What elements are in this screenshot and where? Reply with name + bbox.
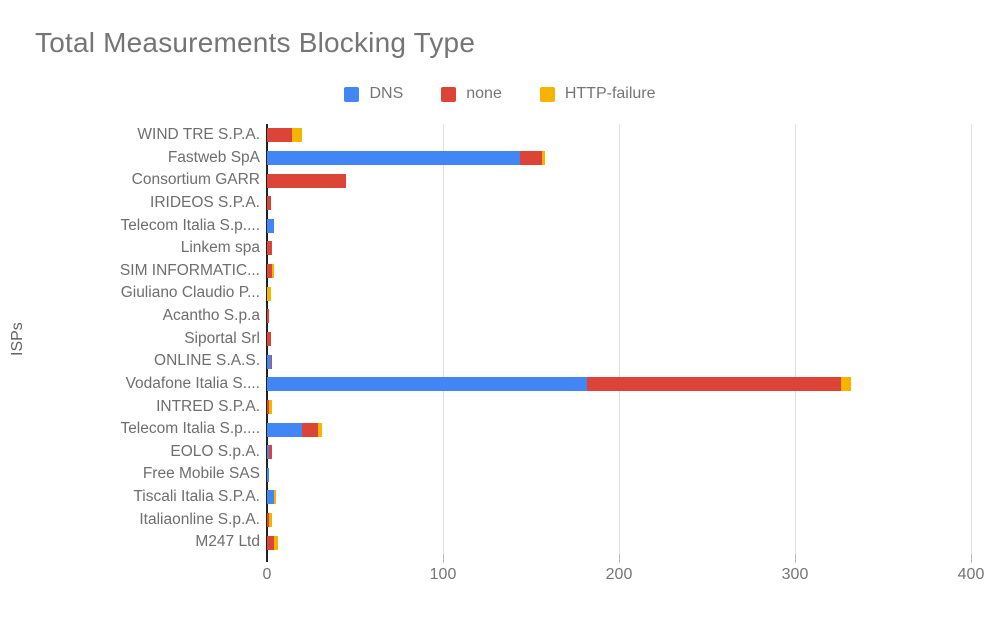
bar-segment-dns [267, 218, 275, 233]
category-label: Telecom Italia S.p.... [120, 420, 260, 438]
bar-segment-none [267, 128, 292, 143]
category-label: Vodafone Italia S.... [125, 374, 260, 392]
category-label: Italiaonline S.p.A. [139, 510, 260, 528]
x-tick-200 [619, 554, 620, 563]
x-axis-tick-label: 100 [429, 566, 457, 583]
x-tick-400 [971, 554, 972, 563]
bar-segment-http-failure [272, 264, 275, 279]
bar-segment-none [267, 535, 275, 550]
bar-segment-http-failure [267, 286, 271, 301]
gridline-200 [619, 124, 620, 554]
bar-segment-http-failure [274, 490, 276, 505]
bar-segment-http-failure [268, 513, 273, 528]
gridline-300 [795, 124, 796, 554]
category-label: Tiscali Italia S.P.A. [133, 488, 260, 506]
bar-segment-none [267, 332, 271, 346]
category-label: IRIDEOS S.P.A. [150, 193, 260, 211]
x-axis-tick-label: 400 [957, 566, 985, 583]
bar-segment-http-failure [840, 377, 852, 392]
legend: DNS none HTTP-failure [0, 85, 1000, 103]
bar-segment-none [267, 264, 273, 279]
category-label: Fastweb SpA [167, 148, 260, 166]
legend-swatch-icon [441, 86, 457, 102]
x-tick-100 [443, 554, 444, 563]
bar-segment-none [267, 196, 271, 211]
category-label: M247 Ltd [195, 533, 260, 551]
bar-segment-http-failure [268, 399, 273, 414]
legend-item-none: none [441, 85, 502, 103]
x-tick-300 [795, 554, 796, 563]
x-axis-labels: 0 100 200 300 400 [0, 566, 1000, 590]
x-axis-tick-label: 0 [262, 566, 272, 583]
category-label: Consortium GARR [131, 171, 260, 189]
category-label: Siportal Srl [184, 329, 260, 347]
legend-label: DNS [369, 85, 404, 102]
legend-label: HTTP-failure [564, 85, 656, 102]
bar-segment-http-failure [318, 422, 322, 437]
bar-segment-dns [267, 467, 269, 482]
bar-segment-none [268, 445, 273, 460]
legend-swatch-icon [344, 86, 360, 102]
bar-segment-dns [267, 354, 271, 369]
category-label: Giuliano Claudio P... [120, 284, 260, 302]
category-label: WIND TRE S.P.A. [137, 126, 260, 143]
plot-area [266, 124, 972, 563]
bar-segment-dns [267, 445, 269, 460]
bar-segment-none [267, 399, 269, 414]
bar-segment-none [267, 309, 269, 324]
legend-item-dns: DNS [344, 85, 403, 103]
bar-segment-none [302, 422, 319, 437]
legend-item-http-failure: HTTP-failure [539, 85, 656, 103]
x-axis-tick-label: 200 [605, 566, 633, 583]
gridline-400 [971, 124, 972, 554]
bar-segment-none [267, 241, 273, 256]
bar-segment-none [587, 377, 841, 392]
bar-segment-http-failure [541, 150, 546, 165]
category-label: Free Mobile SAS [142, 465, 260, 483]
bar-segment-none [520, 150, 542, 165]
category-label: Linkem spa [180, 239, 260, 257]
bar-segment-http-failure [291, 128, 303, 143]
bar-segment-none [270, 354, 273, 369]
category-label: Telecom Italia S.p.... [120, 216, 260, 234]
category-label: ONLINE S.A.S. [154, 352, 260, 370]
legend-label: none [466, 85, 502, 102]
bar-segment-dns [267, 377, 588, 392]
chart-title: Total Measurements Blocking Type [35, 27, 476, 58]
bar-segment-none [267, 513, 269, 528]
category-label: Acantho S.p.a [162, 307, 260, 325]
category-label: SIM INFORMATIC... [119, 261, 260, 279]
bar-segment-dns [267, 422, 303, 437]
x-axis-tick-label: 300 [781, 566, 809, 583]
bar-segment-dns [267, 150, 521, 165]
bar-segment-none [267, 173, 347, 188]
legend-swatch-icon [539, 86, 555, 102]
y-axis-labels: WIND TRE S.P.A. Fastweb SpA Consortium GAR… [0, 124, 260, 554]
bar-segment-http-failure [274, 535, 278, 550]
category-label: EOLO S.p.A. [170, 442, 260, 460]
bar-segment-dns [267, 490, 275, 505]
gridline-100 [443, 124, 444, 554]
category-label: INTRED S.P.A. [156, 397, 260, 415]
